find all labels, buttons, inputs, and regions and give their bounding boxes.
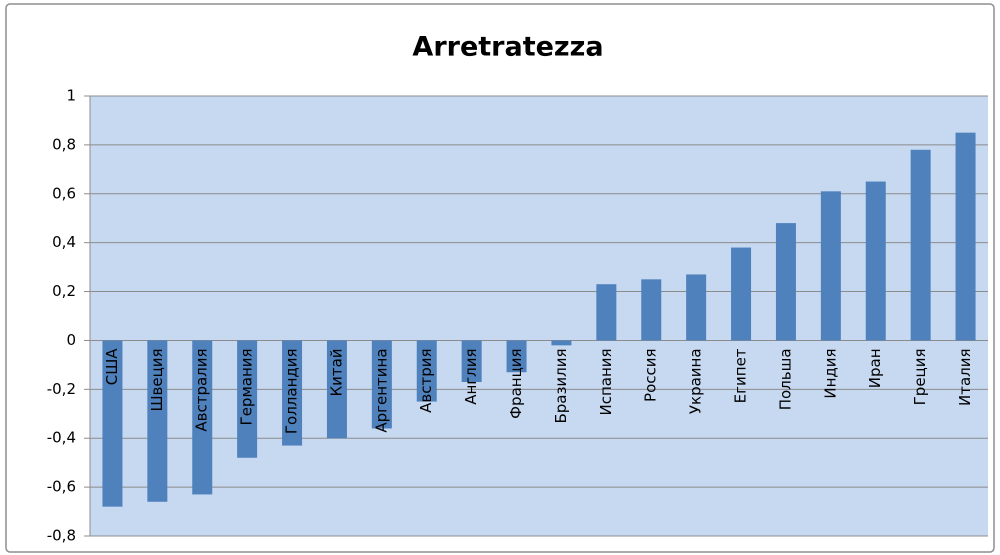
y-tick-label: 0,8 <box>52 135 76 153</box>
x-tick-label: Польша <box>776 348 794 410</box>
x-tick-label: Индия <box>821 348 839 398</box>
bar <box>686 274 707 341</box>
bar <box>820 191 841 341</box>
plot-area <box>90 96 988 536</box>
bar <box>461 340 482 382</box>
bar <box>955 132 976 341</box>
y-tick-label: -0,4 <box>47 429 76 447</box>
y-tick-label: 0,4 <box>52 233 76 251</box>
x-tick-label: Франция <box>507 348 525 418</box>
bar <box>416 340 437 402</box>
bar <box>910 149 931 341</box>
x-tick-label: Бразилия <box>552 348 570 423</box>
chart-title: Arretratezza <box>412 32 603 63</box>
x-tick-label: Швеция <box>148 348 166 411</box>
x-tick-label: Италия <box>956 348 974 406</box>
x-tick-label: Германия <box>238 348 256 425</box>
y-tick-label: 1 <box>66 87 76 105</box>
x-tick-label: Египет <box>732 348 750 403</box>
x-tick-label: Аргентина <box>372 348 390 432</box>
x-tick-label: Иран <box>866 348 884 388</box>
x-tick-label: Россия <box>642 348 660 402</box>
bar <box>326 340 347 439</box>
bar <box>237 340 258 458</box>
bar <box>102 340 123 507</box>
y-tick-label: 0,2 <box>52 282 76 300</box>
y-tick-label: 0 <box>66 331 76 349</box>
x-tick-label: США <box>103 348 121 386</box>
bar <box>775 223 796 341</box>
bar <box>596 284 617 341</box>
x-tick-label: Англия <box>462 348 480 404</box>
x-tick-label: Испания <box>597 348 615 415</box>
x-tick-label: Украина <box>687 348 705 414</box>
x-tick-label: Китай <box>327 348 345 396</box>
bar <box>865 181 886 341</box>
bar <box>731 247 752 341</box>
x-tick-label: Австрия <box>417 348 435 412</box>
bar <box>371 340 392 429</box>
bar <box>506 340 527 373</box>
y-tick-label: -0,6 <box>47 478 76 496</box>
bar <box>147 340 168 502</box>
x-tick-label: Голландия <box>283 348 301 434</box>
bar <box>192 340 213 495</box>
bar <box>282 340 303 446</box>
bar <box>551 340 572 346</box>
y-tick-label: 0,6 <box>52 184 76 202</box>
x-tick-label: Австралия <box>193 348 211 431</box>
bar <box>641 279 662 341</box>
y-tick-label: -0,8 <box>47 527 76 545</box>
x-tick-label: Греция <box>911 348 929 405</box>
y-tick-label: -0,2 <box>47 380 76 398</box>
